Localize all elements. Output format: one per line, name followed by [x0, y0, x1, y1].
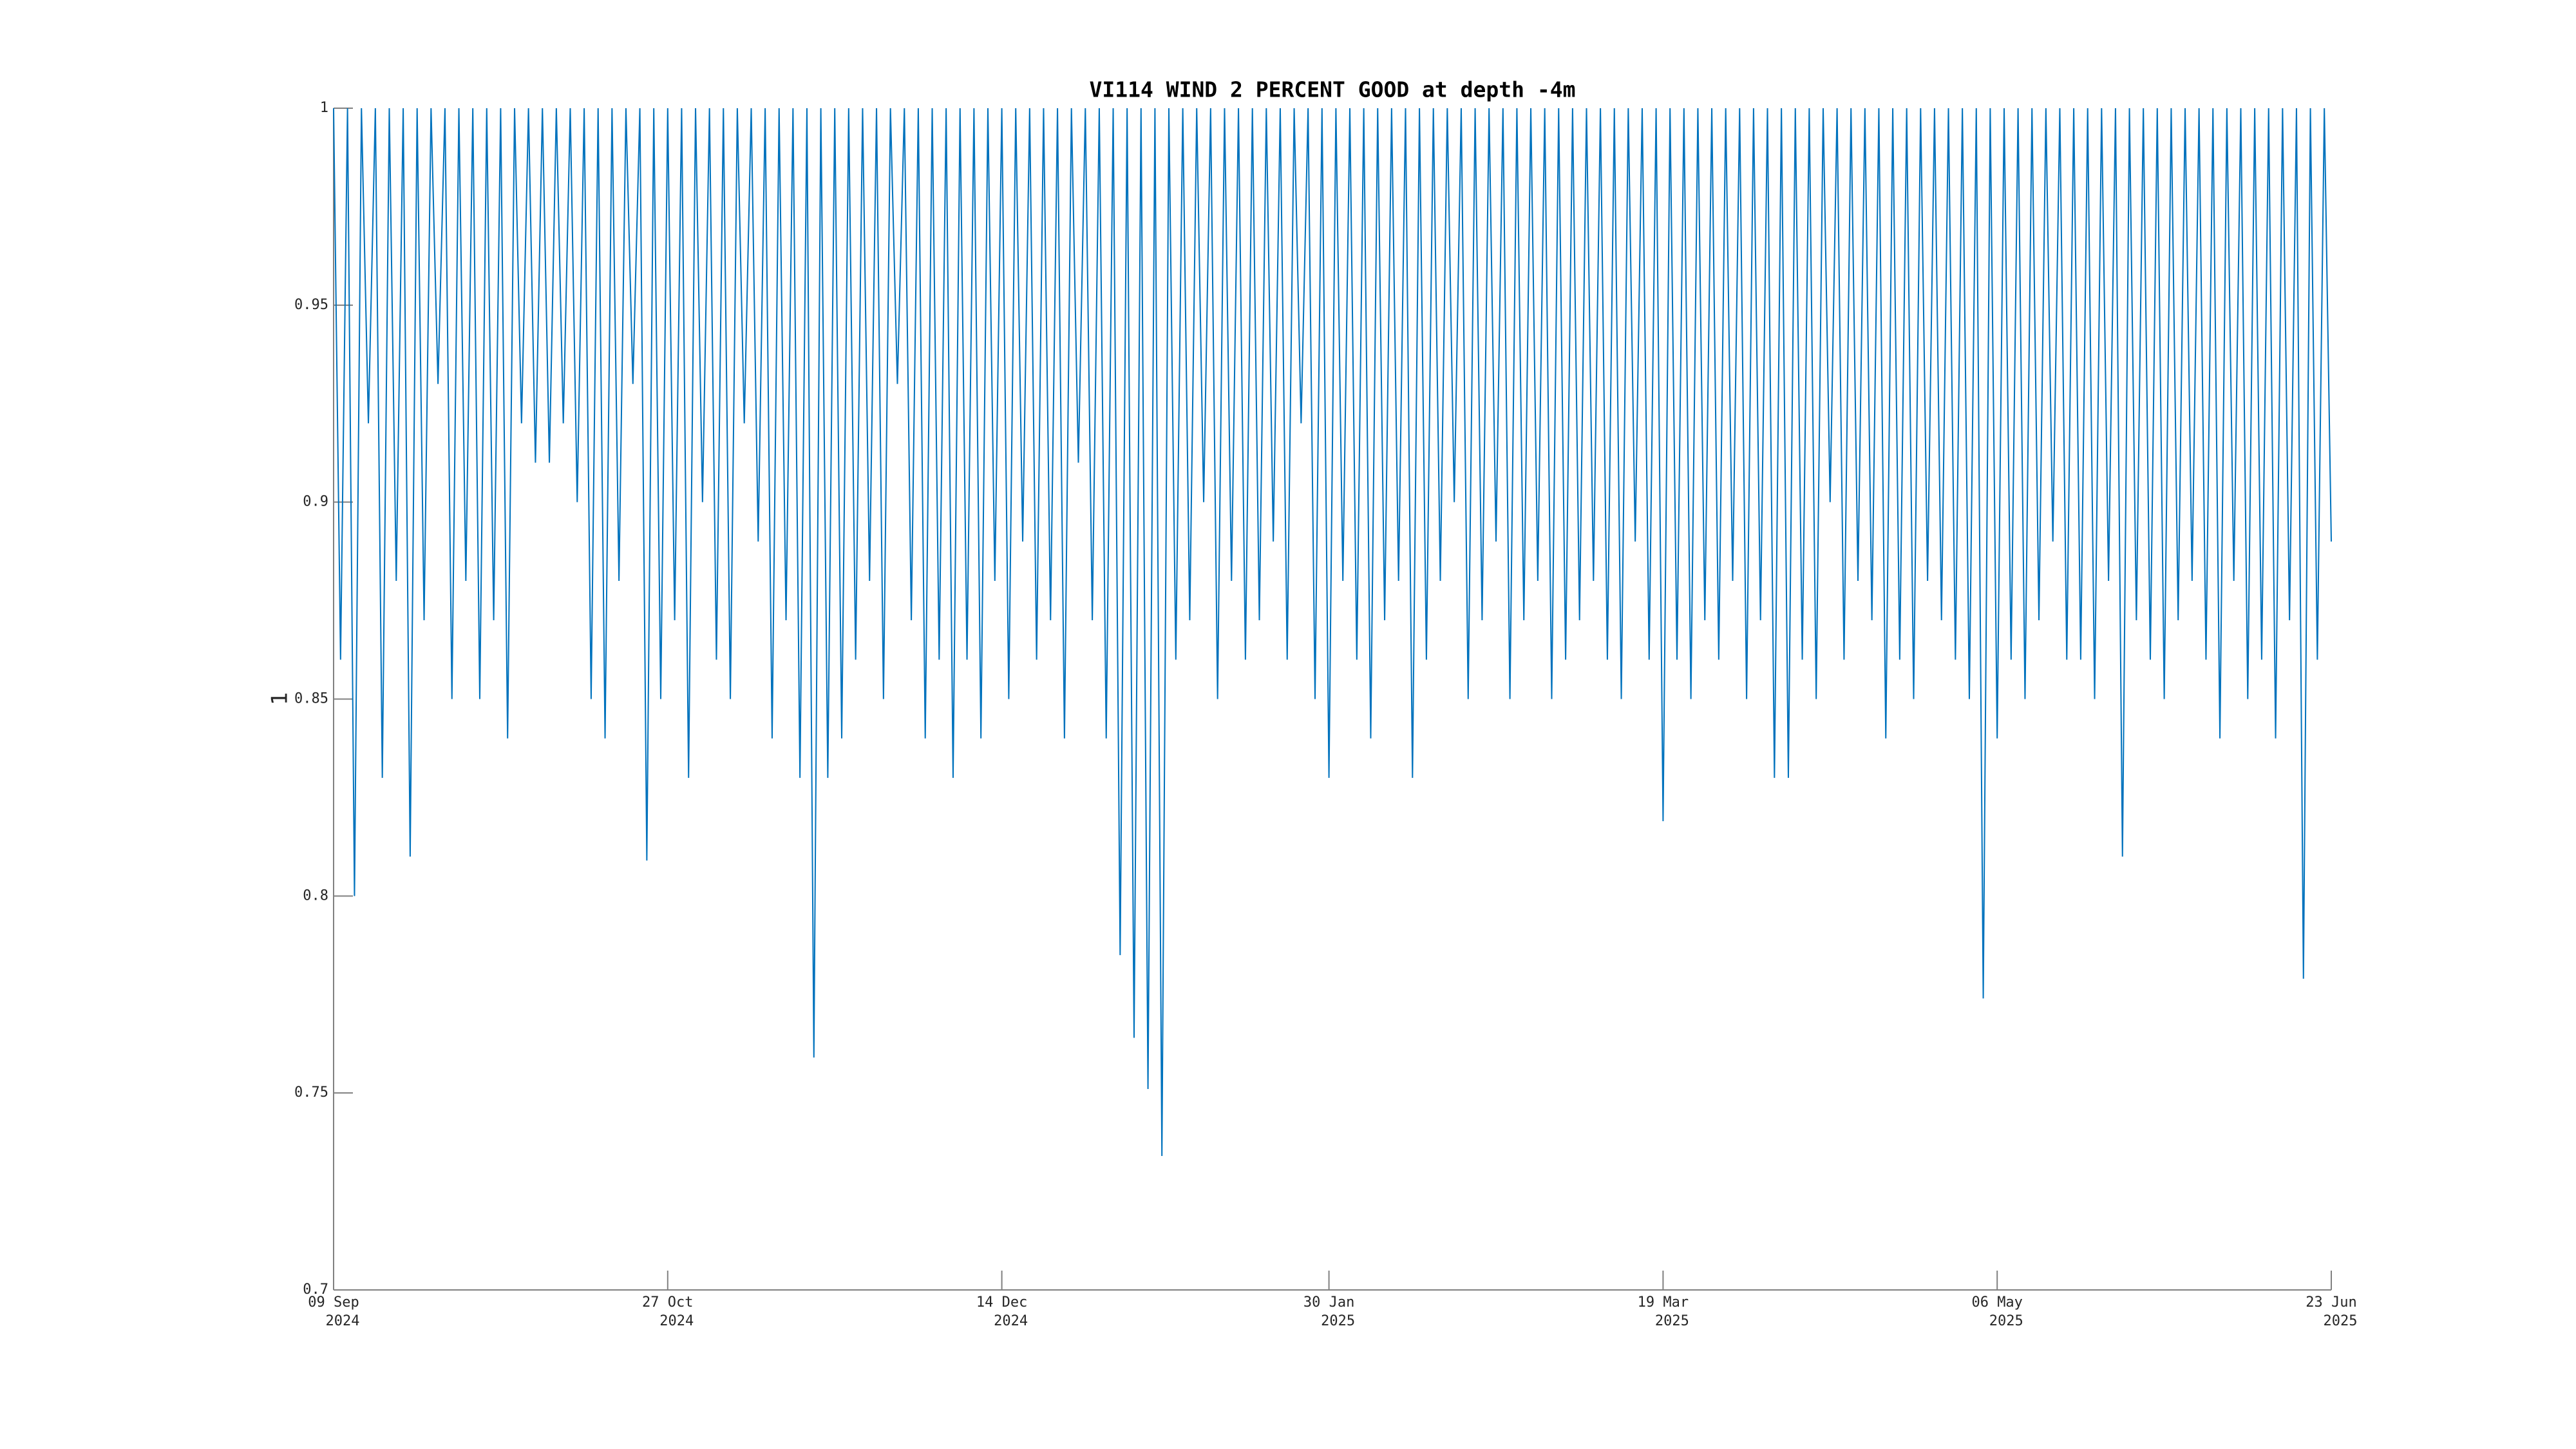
x-tick-label: 2024 — [326, 1313, 360, 1329]
x-tick-label: 14 Dec — [976, 1294, 1027, 1311]
x-tick-label: 2025 — [1989, 1313, 2023, 1329]
y-tick-label: 0.8 — [303, 887, 328, 904]
x-tick-label: 2025 — [1321, 1313, 1355, 1329]
x-tick-label: 09 Sep — [308, 1294, 359, 1311]
y-axis-label: 1 — [267, 692, 293, 705]
x-tick-label: 27 Oct — [642, 1294, 693, 1311]
y-tick-label: 0.85 — [294, 691, 328, 707]
data-line — [333, 108, 2332, 1157]
x-tick-label: 06 May — [1971, 1294, 2022, 1311]
y-tick-label: 1 — [320, 100, 328, 116]
chart-title: VI114 WIND 2 PERCENT GOOD at depth -4m — [1090, 77, 1576, 102]
y-tick-label: 0.75 — [294, 1084, 328, 1101]
x-tick-label: 30 Jan — [1303, 1294, 1354, 1311]
x-tick-label: 2024 — [994, 1313, 1028, 1329]
y-tick-label: 0.9 — [303, 494, 328, 510]
x-tick-label: 19 Mar — [1638, 1294, 1689, 1311]
x-tick-label: 2024 — [659, 1313, 694, 1329]
y-tick-label: 0.95 — [294, 297, 328, 313]
y-tick-label: 0.7 — [303, 1282, 328, 1298]
x-tick-label: 23 Jun — [2306, 1294, 2356, 1311]
x-tick-label: 2025 — [1655, 1313, 1689, 1329]
x-tick-label: 2025 — [2324, 1313, 2358, 1329]
